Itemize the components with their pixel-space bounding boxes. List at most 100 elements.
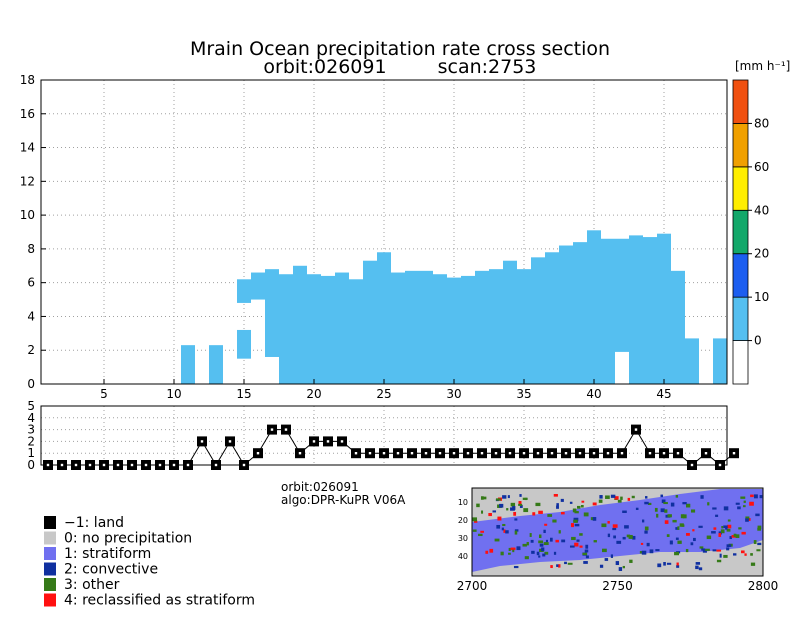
map-pixel [605,495,610,499]
map-pixel [719,553,722,558]
rain-type-marker-dot [158,463,162,467]
echo-column [419,270,433,384]
map-pixel [620,496,623,500]
y-tick-label: 18 [20,73,35,87]
map-pixel [721,526,724,529]
colorbar-segment [732,209,749,255]
map-pixel [574,542,579,547]
rain-type-marker-dot [354,452,358,455]
map-pixel [626,534,631,538]
legend-label: 4: reclassified as stratiform [64,593,255,609]
map-pixel [676,565,680,568]
rain-type-marker-dot [592,452,596,455]
echo-column [279,274,293,384]
map-pixel [727,519,731,522]
rain-type-marker-dot [144,463,148,467]
map-pixel [750,553,753,556]
map-pixel [723,525,728,529]
map-pixel [516,546,521,551]
type-y-tick-label: 4 [27,411,35,425]
map-pixel [718,533,722,537]
legend-swatch [44,531,56,545]
map-pixel [645,496,648,499]
map-pixel [737,506,741,510]
map-pixel [512,506,516,510]
map-pixel [510,502,516,507]
swath-map-axes: 2700 2750 2800 10 20 30 40 [457,498,779,593]
map-pixel [574,523,580,527]
rain-type-marker-dot [410,452,414,455]
echo-column [391,272,405,384]
map-pixel [713,527,717,530]
y-tick-label: 0 [27,377,35,391]
map-pixel [663,502,668,505]
map-pixel [686,533,690,536]
map-pixel [616,540,622,544]
type-y-tick-label: 2 [27,434,35,448]
map-pixel [573,517,579,521]
map-pixel [657,563,662,568]
map-pixel [556,505,559,509]
rain-type-marker-dot [704,452,708,455]
info-algo: algo:DPR-KuPR V06A [281,493,406,507]
map-pixel [481,510,484,514]
map-pixel [576,505,581,509]
map-pixel [699,546,704,549]
echo-column [643,237,657,384]
echo-column [559,245,573,384]
legend-label: 2: convective [64,562,158,578]
map-pixel [740,496,746,499]
map-pixel [743,500,746,503]
echo-column [265,269,279,357]
map-pixel [631,495,635,499]
echo-column [237,279,251,303]
rain-type-marker-dot [256,452,260,455]
rain-type-line [48,428,735,466]
y-tick-label: 2 [27,343,35,357]
map-pixel [570,523,574,528]
legend-swatch [44,562,56,576]
map-pixel [505,530,509,534]
legend-swatch [44,547,56,560]
map-pixel [583,561,588,564]
map-pixel [666,534,670,537]
map-pixel [518,501,522,505]
map-pixel [538,540,544,544]
map-pixel [677,526,680,530]
echo-column [461,275,475,384]
rain-type-marker-dot [242,463,246,467]
map-pixel [512,549,515,553]
echo-column [545,252,559,384]
map-pixel [489,548,494,553]
map-pixel [661,499,666,504]
map-pixel [706,535,712,540]
rain-type-marker-dot [634,428,638,431]
map-pixel [607,521,610,524]
x-tick-label: 30 [446,387,461,401]
map-pixel [506,508,509,511]
rain-type-marker-dot [466,452,470,455]
echo-column [657,233,671,384]
map-pixel [695,562,701,565]
rain-type-marker-dot [74,463,78,467]
map-pixel [585,544,589,549]
x-tick-label: 25 [376,387,391,401]
map-pixel [514,529,519,532]
rain-type-marker-dot [396,452,400,455]
map-pixel [510,547,516,551]
main-plot-frame [40,79,728,385]
legend-swatch [44,516,56,529]
echo-column [629,235,643,384]
map-pixel [544,551,549,555]
map-pixel [644,501,649,505]
map-pixel [753,494,758,499]
map-pixel [647,502,652,506]
map-pixel [569,545,575,548]
map-pixel [592,517,597,521]
legend-label: 1: stratiform [64,546,151,562]
map-pixel [612,524,618,528]
map-pixel [615,561,620,566]
echo-column [671,270,685,384]
map-pixel [685,548,689,553]
y-tick-label: 16 [20,107,35,121]
